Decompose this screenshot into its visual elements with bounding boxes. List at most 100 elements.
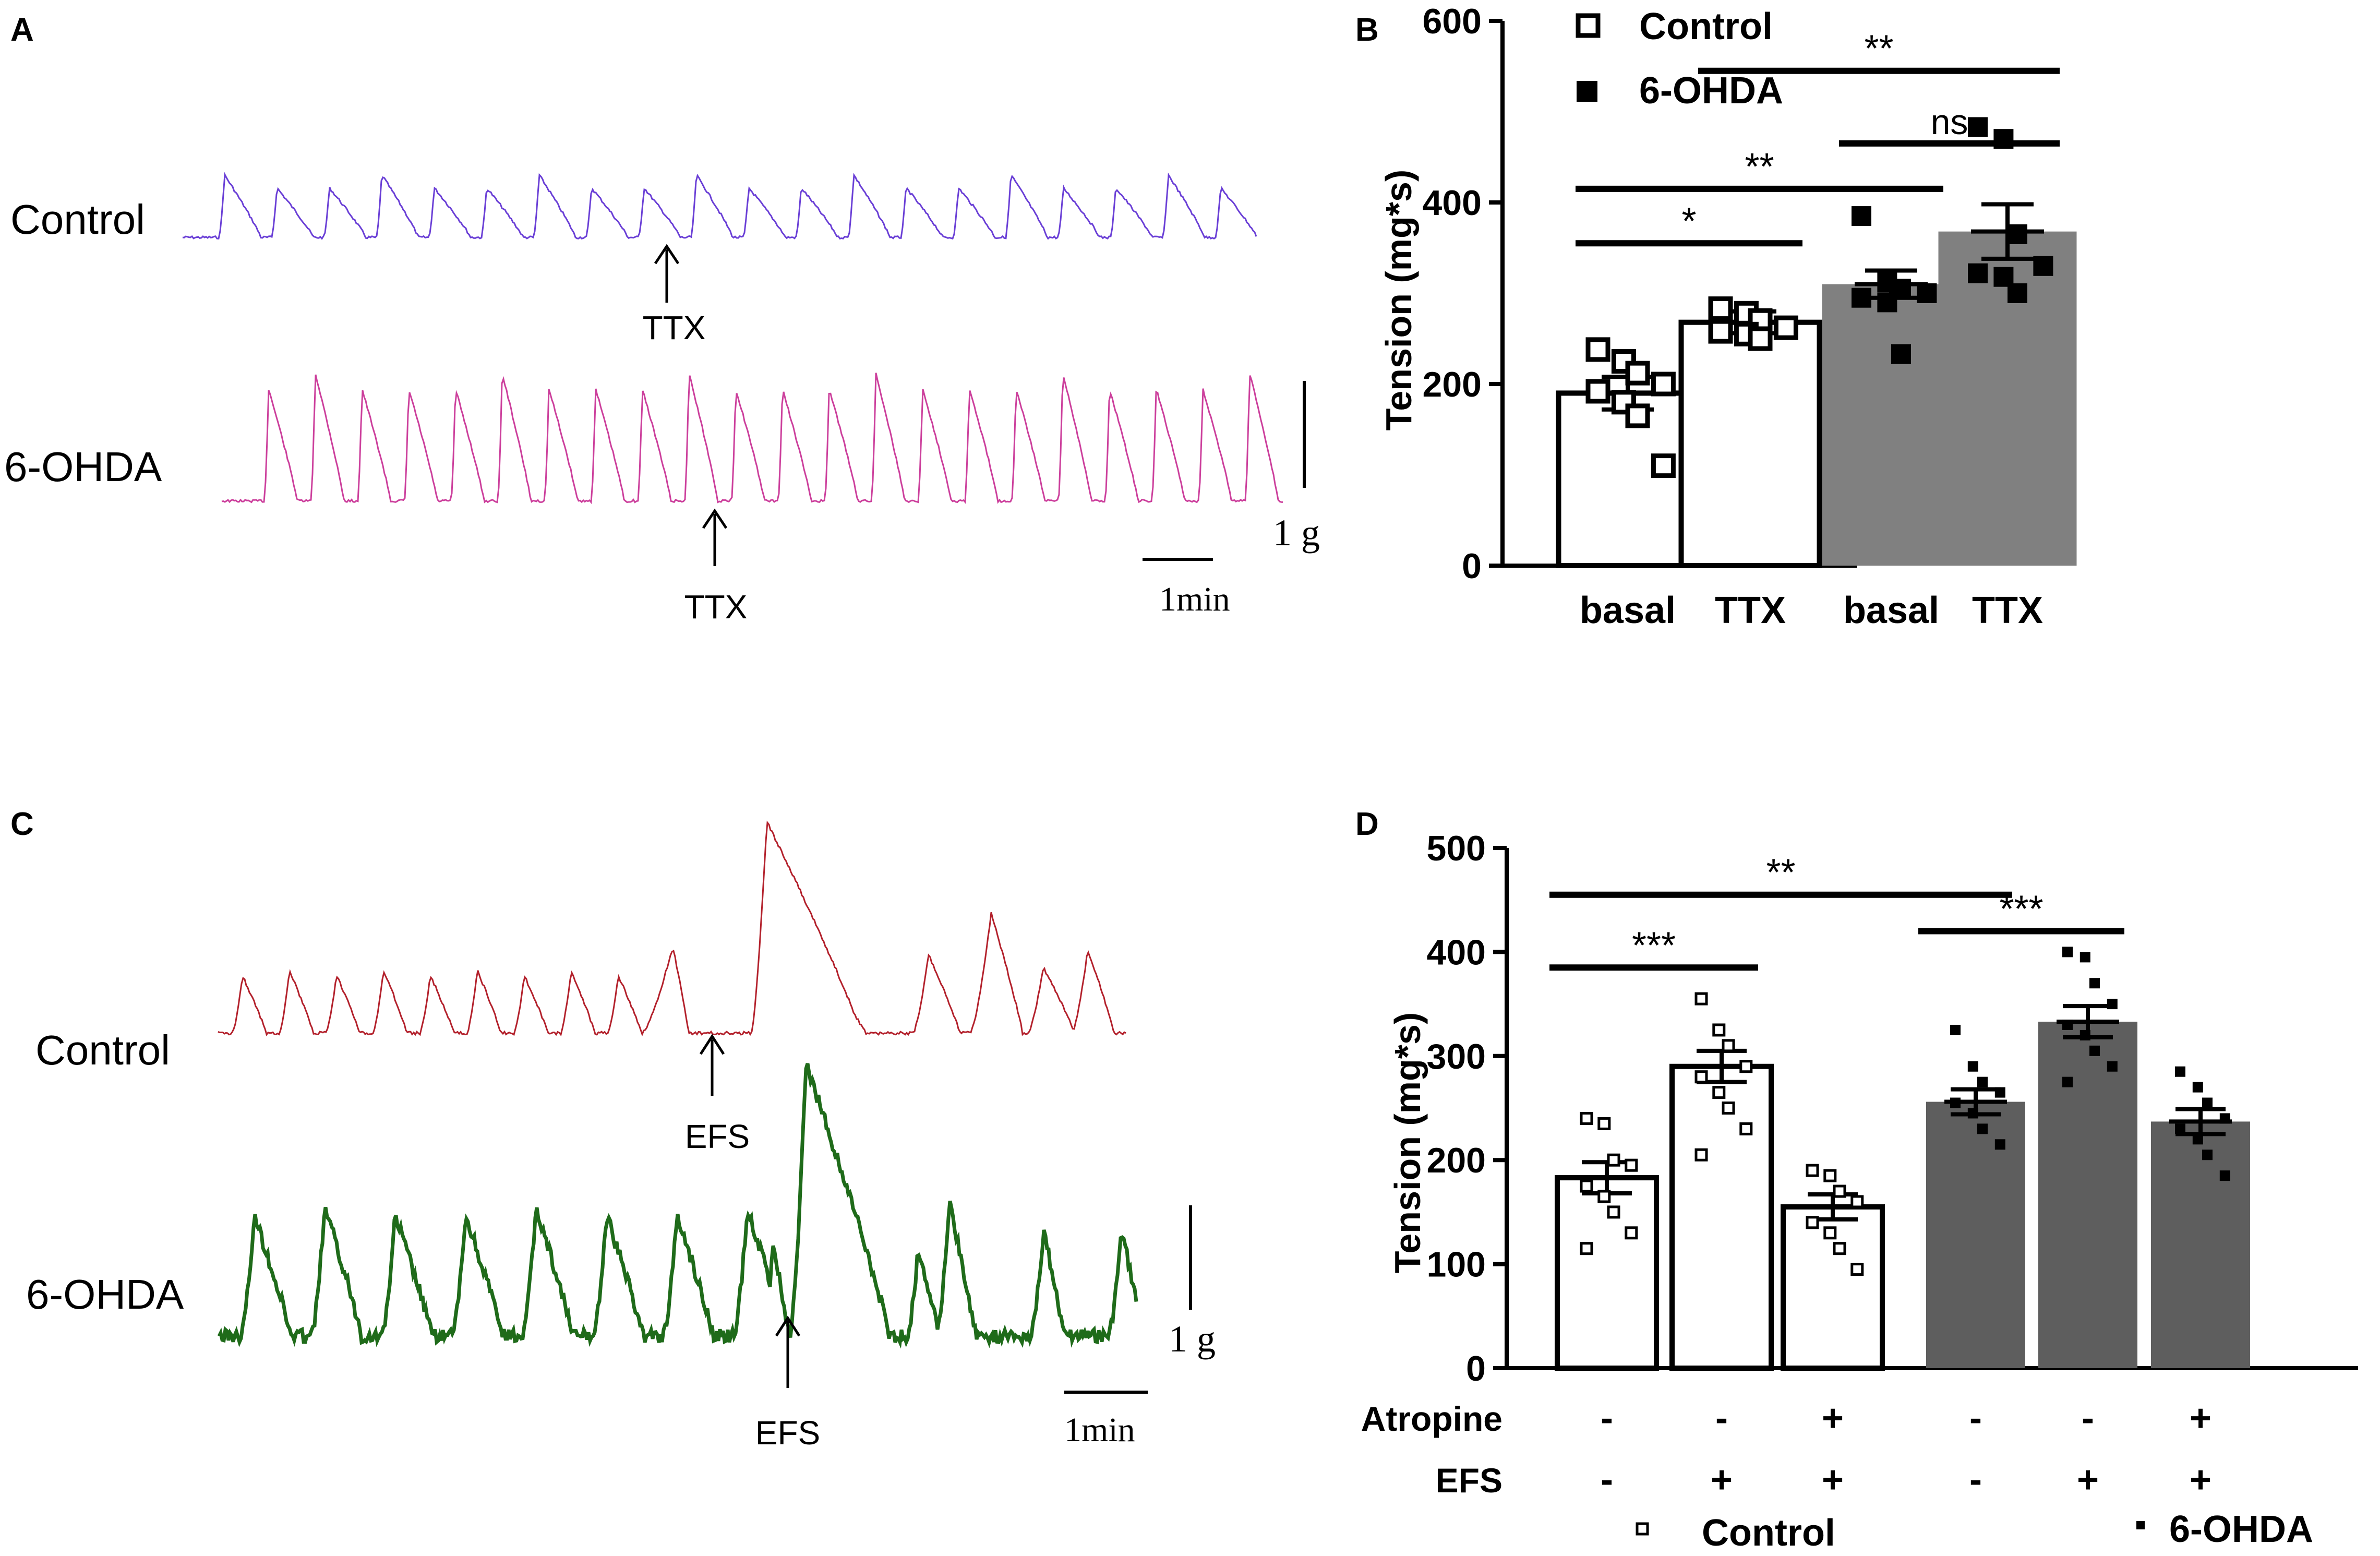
data-point bbox=[1891, 344, 1911, 364]
chart-d-group-control-label: Control bbox=[1702, 1512, 1835, 1554]
trace-a-arrow-2 bbox=[702, 508, 728, 566]
data-point bbox=[2192, 1134, 2203, 1145]
x-tick-label: TTX bbox=[1715, 590, 1786, 631]
data-point bbox=[1712, 1086, 1726, 1099]
data-point bbox=[1877, 292, 1897, 313]
data-point bbox=[1585, 337, 1610, 362]
legend-b-control-label: Control bbox=[1639, 6, 1773, 47]
data-point bbox=[2202, 1150, 2213, 1160]
data-point bbox=[1580, 1111, 1593, 1125]
y-tick-label: 400 bbox=[1427, 932, 1486, 972]
data-point bbox=[1625, 1226, 1638, 1240]
data-point bbox=[1773, 315, 1798, 340]
x-tick-label: TTX bbox=[1972, 590, 2043, 631]
condition-sign: - bbox=[1969, 1397, 1982, 1439]
y-tick-label: 200 bbox=[1423, 365, 1482, 404]
trace-c-arrow-1 bbox=[699, 1034, 725, 1096]
data-point bbox=[1585, 379, 1610, 404]
condition-sign: + bbox=[1822, 1397, 1844, 1439]
data-point bbox=[1994, 1087, 2005, 1098]
data-point bbox=[1607, 1205, 1620, 1219]
significance-label: ns bbox=[1931, 102, 1968, 142]
data-point bbox=[1625, 403, 1650, 428]
data-point bbox=[1625, 361, 1650, 386]
data-point bbox=[1625, 1158, 1638, 1172]
data-point bbox=[1748, 326, 1773, 351]
condition-sign: + bbox=[1711, 1459, 1733, 1501]
data-point bbox=[2089, 1045, 2100, 1056]
data-point bbox=[1580, 1179, 1593, 1193]
trace-a-row2-label: 6-OHDA bbox=[4, 444, 162, 490]
data-point bbox=[2033, 256, 2053, 276]
chart-d-condition-efs: EFS bbox=[1436, 1461, 1502, 1500]
bar bbox=[1555, 1175, 1659, 1371]
legend-b-6ohda-swatch bbox=[1577, 81, 1597, 102]
data-point bbox=[2175, 1066, 2185, 1077]
data-point bbox=[1917, 283, 1937, 303]
legend-b-6ohda-label: 6-OHDA bbox=[1639, 70, 1783, 112]
condition-sign: + bbox=[1822, 1459, 1844, 1501]
y-tick-label: 200 bbox=[1427, 1141, 1486, 1180]
bar bbox=[2038, 1021, 2137, 1368]
significance-label: * bbox=[1681, 200, 1696, 242]
trace-c-scale-v-label: 1 g bbox=[1169, 1318, 1216, 1360]
bar bbox=[1926, 1102, 2025, 1368]
data-point bbox=[1708, 296, 1733, 321]
data-point bbox=[1607, 1153, 1620, 1167]
data-point bbox=[2062, 947, 2073, 957]
data-point bbox=[1994, 1139, 2005, 1150]
significance-label: ** bbox=[1864, 28, 1893, 70]
panel-label-a: A bbox=[10, 12, 34, 48]
data-point bbox=[2219, 1170, 2230, 1181]
data-point bbox=[2062, 1076, 2073, 1087]
data-point bbox=[1968, 263, 1988, 283]
trace-c-row2-label: 6-OHDA bbox=[26, 1271, 184, 1318]
data-point bbox=[1597, 1190, 1611, 1203]
panel-a-traces: Control 6-OHDA TTX TTX 1 g 1min bbox=[4, 172, 1320, 626]
data-point bbox=[1708, 319, 1733, 344]
trace-c-control bbox=[218, 820, 1126, 1037]
bar bbox=[2151, 1121, 2250, 1368]
data-point bbox=[2219, 1113, 2230, 1124]
data-point bbox=[1852, 206, 1871, 226]
trace-a-marker-1: TTX bbox=[643, 309, 706, 346]
y-tick-label: 400 bbox=[1423, 183, 1482, 223]
condition-sign: + bbox=[2190, 1397, 2211, 1439]
x-tick-label: basal bbox=[1843, 590, 1939, 631]
trace-a-scale-h-label: 1min bbox=[1159, 580, 1230, 618]
significance-label: *** bbox=[1999, 889, 2043, 930]
y-tick-label: 0 bbox=[1466, 1349, 1486, 1389]
trace-c-6ohda bbox=[217, 1063, 1138, 1349]
data-point bbox=[1833, 1184, 1846, 1198]
data-point bbox=[1950, 1097, 1961, 1108]
legend-b-control-swatch bbox=[1576, 13, 1601, 38]
data-point bbox=[1850, 1263, 1864, 1276]
data-point bbox=[1823, 1226, 1837, 1240]
data-point bbox=[2080, 1030, 2090, 1040]
x-tick-label: basal bbox=[1580, 590, 1676, 631]
panel-label-b: B bbox=[1355, 12, 1379, 48]
chart-d-group-control-swatch bbox=[1636, 1522, 1649, 1536]
chart-d: Tension (mg*s) Atropine EFS Control 6-OH… bbox=[1361, 829, 2358, 1554]
y-tick-label: 100 bbox=[1427, 1245, 1486, 1285]
y-tick-label: 500 bbox=[1427, 829, 1486, 868]
chart-d-ylabel: Tension (mg*s) bbox=[1387, 1012, 1428, 1273]
trace-c-row1-label: Control bbox=[35, 1027, 170, 1073]
condition-sign: + bbox=[2077, 1459, 2099, 1501]
data-point bbox=[1967, 1108, 1978, 1119]
panel-label-c: C bbox=[10, 806, 34, 842]
data-point bbox=[1833, 1242, 1846, 1255]
data-point bbox=[1597, 1117, 1611, 1130]
data-point bbox=[1694, 1148, 1708, 1162]
data-point bbox=[1850, 1195, 1864, 1208]
data-point bbox=[2008, 224, 2027, 244]
bar bbox=[1822, 284, 1961, 566]
data-point bbox=[2107, 1061, 2118, 1072]
condition-sign: - bbox=[1601, 1459, 1613, 1501]
trace-a-control bbox=[182, 172, 1257, 240]
trace-c-marker-1: EFS bbox=[685, 1118, 750, 1155]
chart-b: Tension (mg*s) Control 6-OHDA 0 200 400 600… bbox=[1378, 2, 2077, 631]
panel-c-traces: Control 6-OHDA EFS EFS 1 g 1min bbox=[26, 820, 1216, 1452]
trace-c-marker-2: EFS bbox=[755, 1414, 820, 1452]
data-point bbox=[1823, 1169, 1837, 1182]
